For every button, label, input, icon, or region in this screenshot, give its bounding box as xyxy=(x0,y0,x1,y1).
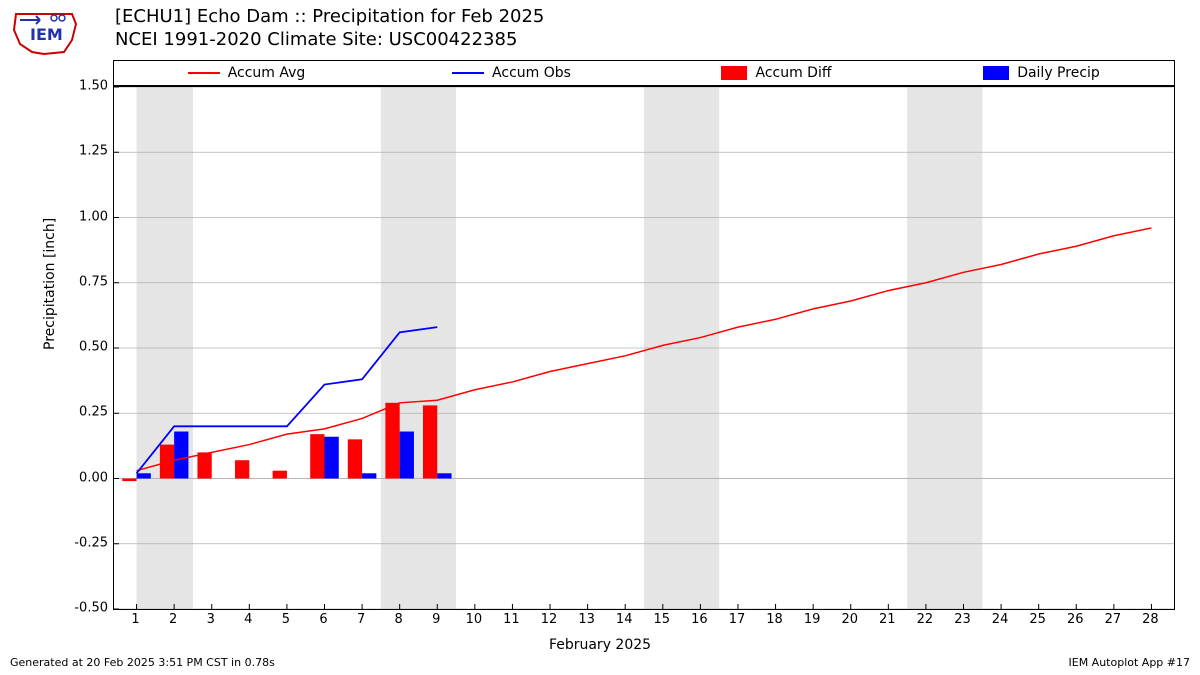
y-tick-label: 1.50 xyxy=(58,79,108,94)
x-tick-label: 5 xyxy=(282,612,290,627)
x-tick-label: 18 xyxy=(766,612,783,627)
x-tick-label: 10 xyxy=(466,612,483,627)
footer-appid: IEM Autoplot App #17 xyxy=(1069,656,1191,669)
footer-generated: Generated at 20 Feb 2025 3:51 PM CST in … xyxy=(10,656,275,669)
y-tick-label: 0.00 xyxy=(58,470,108,485)
x-tick-label: 19 xyxy=(804,612,821,627)
x-tick-label: 28 xyxy=(1142,612,1159,627)
legend-label: Accum Avg xyxy=(228,65,306,81)
legend-item-accum-avg: Accum Avg xyxy=(114,65,379,81)
legend-swatch-line-red xyxy=(188,72,220,74)
x-tick-label: 17 xyxy=(729,612,746,627)
chart-plot-area xyxy=(113,86,1175,610)
x-tick-label: 27 xyxy=(1105,612,1122,627)
x-tick-label: 26 xyxy=(1067,612,1084,627)
chart-title: [ECHU1] Echo Dam :: Precipitation for Fe… xyxy=(115,6,544,51)
legend-item-accum-obs: Accum Obs xyxy=(379,65,644,81)
y-axis-label: Precipitation [inch] xyxy=(42,218,58,350)
x-tick-label: 14 xyxy=(616,612,633,627)
title-line-2: NCEI 1991-2020 Climate Site: USC00422385 xyxy=(115,29,544,52)
x-axis-label: February 2025 xyxy=(0,637,1200,653)
x-tick-label: 1 xyxy=(131,612,139,627)
legend-label: Daily Precip xyxy=(1017,65,1100,81)
x-tick-label: 24 xyxy=(992,612,1009,627)
x-tick-label: 21 xyxy=(879,612,896,627)
y-tick-label: 0.50 xyxy=(58,340,108,355)
legend-label: Accum Obs xyxy=(492,65,571,81)
x-tick-label: 9 xyxy=(432,612,440,627)
x-tick-label: 16 xyxy=(691,612,708,627)
y-tick-label: -0.50 xyxy=(58,601,108,616)
legend-swatch-box-red xyxy=(721,66,747,80)
legend-swatch-line-blue xyxy=(452,72,484,74)
x-tick-label: 22 xyxy=(917,612,934,627)
title-line-1: [ECHU1] Echo Dam :: Precipitation for Fe… xyxy=(115,6,544,29)
x-tick-label: 12 xyxy=(541,612,558,627)
x-tick-label: 25 xyxy=(1029,612,1046,627)
x-tick-label: 3 xyxy=(207,612,215,627)
legend-label: Accum Diff xyxy=(755,65,831,81)
svg-text:IEM: IEM xyxy=(30,25,63,44)
chart-svg xyxy=(114,87,1174,609)
x-tick-label: 15 xyxy=(654,612,671,627)
x-tick-label: 2 xyxy=(169,612,177,627)
y-tick-label: 1.00 xyxy=(58,209,108,224)
x-tick-label: 8 xyxy=(395,612,403,627)
x-tick-label: 20 xyxy=(841,612,858,627)
x-tick-label: 6 xyxy=(319,612,327,627)
y-tick-label: 1.25 xyxy=(58,144,108,159)
x-tick-label: 23 xyxy=(954,612,971,627)
legend-item-accum-diff: Accum Diff xyxy=(644,65,909,81)
x-tick-label: 11 xyxy=(503,612,520,627)
y-tick-label: 0.75 xyxy=(58,274,108,289)
x-tick-label: 13 xyxy=(578,612,595,627)
legend: Accum Avg Accum Obs Accum Diff Daily Pre… xyxy=(113,60,1175,86)
y-tick-label: -0.25 xyxy=(58,535,108,550)
x-tick-label: 4 xyxy=(244,612,252,627)
x-tick-label: 7 xyxy=(357,612,365,627)
iem-logo-icon: IEM xyxy=(10,6,80,56)
y-tick-label: 0.25 xyxy=(58,405,108,420)
legend-swatch-box-blue xyxy=(983,66,1009,80)
legend-item-daily-precip: Daily Precip xyxy=(909,65,1174,81)
